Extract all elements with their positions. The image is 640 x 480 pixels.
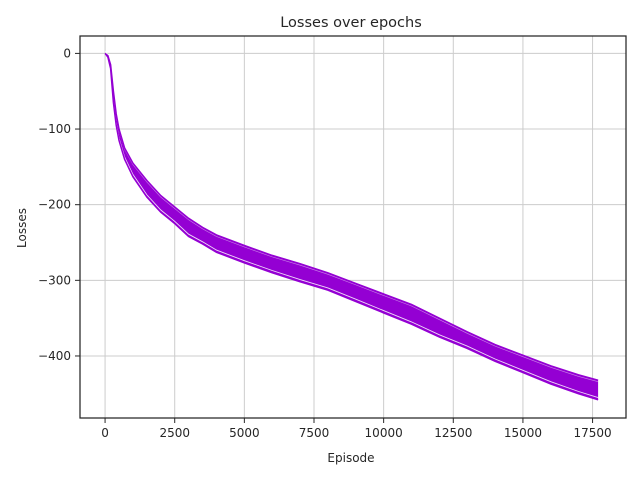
x-tick-label: 12500 (434, 426, 472, 440)
plot-frame (79, 35, 627, 419)
y-tick-label: −100 (38, 122, 71, 136)
upper-bound-line (104, 52, 599, 381)
y-axis-ticks: 0 −100 −200 −300 −400 (38, 46, 80, 363)
x-tick-label: 10000 (365, 426, 403, 440)
chart-title: Losses over epochs (280, 15, 422, 31)
y-tick-label: −400 (38, 349, 71, 363)
y-tick-label: −300 (38, 273, 71, 287)
lower-bound-line (104, 52, 599, 401)
x-tick-label: 17500 (573, 426, 611, 440)
y-tick-label: 0 (63, 46, 71, 60)
series-layer (104, 50, 599, 401)
x-tick-label: 5000 (229, 426, 260, 440)
y-tick-label: −200 (38, 198, 71, 212)
x-tick-label: 15000 (504, 426, 542, 440)
x-tick-label: 2500 (159, 426, 190, 440)
y-axis-title: Losses (15, 208, 29, 248)
x-tick-label: 0 (101, 426, 109, 440)
x-axis-title: Episode (327, 451, 374, 465)
x-tick-label: 7500 (299, 426, 330, 440)
x-axis-ticks: 0 2500 5000 7500 10000 12500 15000 17500 (101, 418, 612, 440)
